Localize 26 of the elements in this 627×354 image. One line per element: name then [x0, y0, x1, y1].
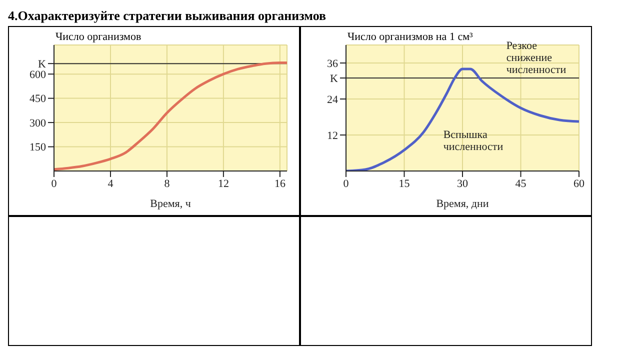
x-tick-label: 45 — [514, 178, 526, 190]
x-axis-title: Время, дни — [436, 198, 488, 210]
y-axis-title: Число организмов — [56, 31, 142, 43]
x-tick-label: 4 — [107, 178, 114, 190]
x-tick-label: 15 — [398, 178, 410, 190]
x-tick-label: 60 — [573, 178, 584, 190]
x-tick-label: 0 — [342, 178, 349, 190]
y-tick-label: 600 — [29, 68, 46, 81]
x-tick-label: 8 — [164, 178, 170, 190]
annotation: Вспышка численности — [442, 129, 503, 153]
chart-title: 4.Охарактеризуйте стратегии выживания организмов — [8, 8, 328, 24]
y-tick-label: 36 — [326, 58, 338, 70]
y-tick-label: K — [38, 58, 46, 70]
annotation: Резкое снижение численности — [506, 40, 566, 76]
x-tick-label: 0 — [50, 178, 57, 190]
y-tick-label: 300 — [29, 117, 46, 130]
x-tick-label: 30 — [456, 178, 468, 190]
y-tick-label: 150 — [29, 142, 46, 154]
y-tick-label: K — [330, 72, 338, 85]
y-tick-label: 450 — [29, 93, 46, 106]
x-tick-label: 16 — [274, 178, 286, 190]
x-axis-title: Время, ч — [150, 198, 191, 210]
x-tick-label: 12 — [217, 178, 228, 190]
y-axis-title: Число организмов на 1 см³ — [348, 31, 473, 43]
y-tick-label: 12 — [326, 130, 338, 142]
y-tick-label: 24 — [326, 94, 338, 106]
